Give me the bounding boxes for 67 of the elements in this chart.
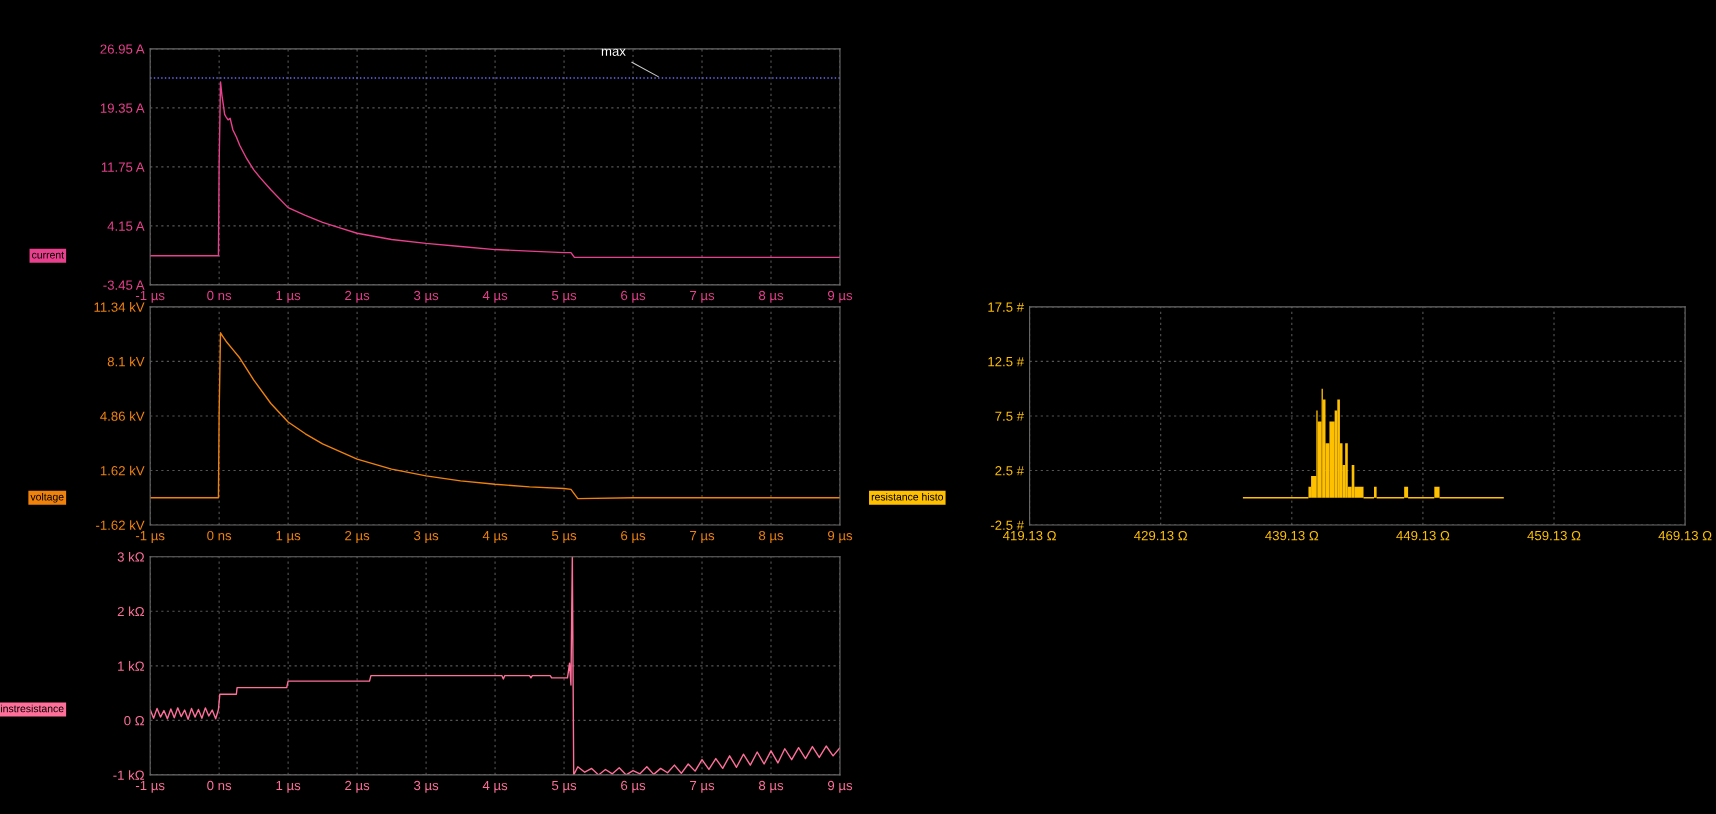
x-tick-label: 2 µs — [345, 290, 370, 303]
x-tick-label: 7 µs — [690, 290, 715, 303]
x-tick-label: 7 µs — [690, 531, 715, 543]
y-tick-label: 3 kΩ — [117, 552, 145, 562]
x-tick-label: -1 µs — [135, 290, 165, 303]
x-tick-label: 2 µs — [345, 780, 370, 793]
x-tick-label: 7 µs — [690, 780, 715, 793]
x-tick-label: 5 µs — [551, 780, 577, 793]
x-tick-label: -1 µs — [135, 780, 165, 793]
x-tick-label: 3 µs — [413, 530, 439, 543]
x-tick-label: 1 µs — [276, 780, 301, 793]
y-tick-label: -3.45 A — [103, 280, 145, 290]
y-tick-label: 17.5 # — [988, 302, 1024, 312]
y-tick-label: 2.5 # — [995, 466, 1024, 476]
x-tick-label: 419.13 Ω — [1002, 530, 1056, 541]
x-tick-label: 0 ns — [207, 290, 232, 301]
x-tick-label: 0 ns — [207, 530, 232, 541]
x-tick-label: 8 µs — [758, 290, 784, 303]
x-tick-label: 5 µs — [551, 531, 577, 543]
x-tick-label: 5 µs — [551, 290, 577, 303]
x-tick-label: 8 µs — [758, 530, 784, 543]
y-tick-label: -1 kΩ — [113, 770, 145, 780]
y-tick-label: 1 kΩ — [118, 661, 145, 671]
y-tick-label: 1.62 kV — [100, 465, 145, 476]
x-tick-label: 6 µs — [621, 780, 646, 793]
y-tick-label: 11.34 kV — [94, 302, 145, 312]
y-tick-label: 19.35 A — [100, 103, 145, 113]
y-tick-label: -2.5 # — [990, 520, 1024, 530]
x-tick-label: -1 µs — [135, 531, 165, 543]
text: voltage — [30, 492, 64, 503]
x-tick-label: 1 µs — [276, 290, 301, 303]
text: instresistance — [1, 704, 64, 713]
x-tick-label: 9 µs — [828, 530, 853, 543]
x-tick-label: 6 µs — [621, 530, 646, 543]
y-tick-label: 4.86 kV — [100, 411, 145, 421]
x-tick-label: 3 µs — [413, 290, 439, 303]
x-tick-label: 429.13 Ω — [1134, 530, 1188, 541]
text: resistance histo — [871, 492, 944, 501]
x-tick-label: 469.13 Ω — [1658, 530, 1712, 541]
y-tick-label: 4.15 A — [107, 221, 145, 231]
y-tick-label: 0 Ω — [124, 715, 145, 726]
y-tick-label: -1.62 kV — [96, 520, 145, 530]
x-tick-label: 8 µs — [758, 780, 784, 793]
x-tick-label: 3 µs — [413, 780, 439, 793]
x-tick-label: 4 µs — [482, 290, 508, 303]
x-tick-label: 9 µs — [828, 780, 853, 793]
x-tick-label: 2 µs — [345, 530, 370, 543]
line-series — [150, 332, 840, 500]
x-tick-label: 449.13 Ω — [1396, 530, 1450, 541]
x-tick-label: 9 µs — [828, 290, 853, 303]
line-series — [150, 81, 840, 259]
x-tick-label: 4 µs — [482, 780, 508, 793]
y-tick-label: 2 kΩ — [117, 606, 145, 617]
x-tick-label: 1 µs — [276, 531, 301, 543]
y-tick-label: 11.75 A — [101, 162, 145, 172]
x-tick-label: 439.13 Ω — [1265, 530, 1319, 541]
x-tick-label: 0 ns — [207, 780, 232, 791]
y-tick-label: 12.5 # — [988, 356, 1024, 367]
y-tick-label: 26.95 A — [100, 44, 145, 54]
y-tick-label: 7.5 # — [995, 411, 1024, 421]
text: current — [32, 251, 64, 259]
x-tick-label: 4 µs — [482, 531, 508, 543]
x-tick-label: 6 µs — [621, 290, 646, 303]
y-tick-label: 8.1 kV — [107, 356, 145, 367]
x-tick-label: 459.13 Ω — [1527, 530, 1581, 541]
ref-line-label: max — [601, 48, 626, 56]
line-series — [150, 556, 840, 775]
